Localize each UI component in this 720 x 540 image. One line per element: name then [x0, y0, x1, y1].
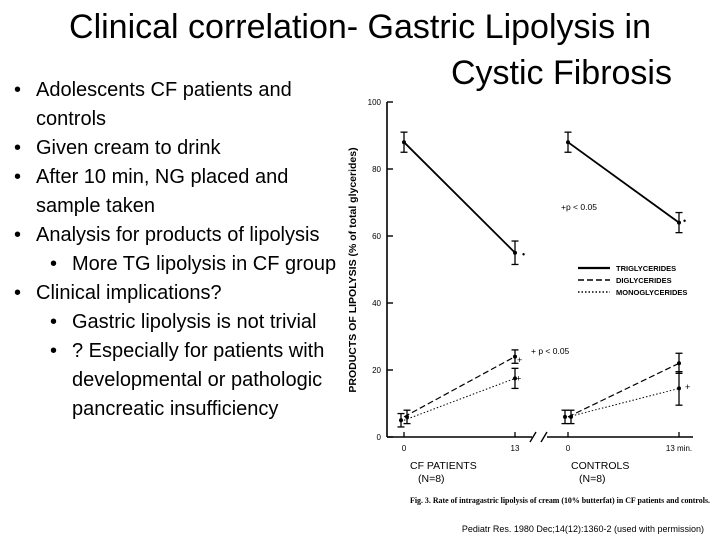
data-point: [677, 386, 681, 391]
axis-break-mark: [540, 431, 548, 443]
data-point: [677, 361, 681, 366]
slide-title: Clinical correlation- Gastric Lipolysis …: [0, 6, 720, 48]
citation: Pediatr Res. 1980 Dec;14(12):1360-2 (use…: [461, 524, 704, 534]
y-tick-label: 20: [372, 366, 381, 375]
legend-label: DIGLYCERIDES: [616, 276, 672, 285]
bullet-item: Gastric lipolysis is not trivial: [14, 308, 354, 337]
significance-marker: •: [683, 216, 686, 226]
bullet-item: More TG lipolysis in CF group: [14, 250, 354, 279]
data-point: [677, 220, 681, 225]
series-line-diglycerides: [403, 356, 516, 418]
y-tick-label: 100: [368, 98, 382, 107]
group-label: CONTROLS: [571, 460, 629, 472]
group-sublabel: (N=8): [579, 473, 606, 485]
data-point: [513, 250, 517, 255]
chart-axes: 0 20 40 60 80 100 PRODUCTS OF LIPOLYSIS (% of …: [347, 98, 693, 453]
chart-marks: • • + + +: [397, 131, 690, 428]
series-line-monoglycerides: [567, 387, 680, 418]
chart-labels: CF PATIENTS(N=8)CONTROLS(N=8)+p < 0.05+ …: [410, 202, 710, 505]
bullet-item: Clinical implications?: [14, 279, 354, 308]
bullet-item: After 10 min, NG placed and sample taken: [14, 163, 354, 221]
series-line-monoglycerides: [403, 377, 516, 421]
bullet-item: Adolescents CF patients and controls: [14, 76, 354, 134]
bullet-item: Analysis for products of lipolysis: [14, 221, 354, 250]
x-tick-label: 13 min.: [666, 444, 692, 453]
bullet-item: ? Especially for patients with developme…: [14, 337, 354, 424]
y-tick-label: 80: [372, 165, 381, 174]
x-tick-label: 13: [511, 444, 520, 453]
data-point: [405, 414, 409, 419]
series-line-triglycerides: [403, 141, 516, 254]
y-tick-label: 60: [372, 232, 381, 241]
data-point: [513, 354, 517, 359]
significance-marker: +: [516, 373, 521, 383]
chart-legend: TRIGLYCERIDES DIGLYCERIDES MONOGLYCERIDES: [578, 264, 687, 297]
p-value-annotation: +p < 0.05: [561, 202, 597, 212]
legend-label: TRIGLYCERIDES: [616, 264, 676, 273]
series-line-triglycerides: [567, 141, 680, 224]
y-tick-label: 40: [372, 299, 381, 308]
significance-marker: •: [522, 249, 525, 259]
bullet-item: Given cream to drink: [14, 134, 354, 163]
bullet-list: Adolescents CF patients and controlsGive…: [14, 76, 354, 424]
significance-marker: +: [685, 382, 690, 392]
data-point: [566, 140, 570, 145]
x-tick-label: 0: [402, 444, 407, 453]
figure-caption: Fig. 3. Rate of intragastric lipolysis o…: [410, 495, 710, 505]
data-point: [513, 376, 517, 381]
data-point: [563, 414, 567, 419]
data-point: [402, 140, 406, 145]
data-point: [399, 418, 403, 423]
axis-break-mark: [529, 431, 537, 443]
significance-marker: +: [517, 355, 522, 365]
y-axis-title: PRODUCTS OF LIPOLYSIS (% of total glycer…: [347, 147, 359, 392]
p-value-annotation: + p < 0.05: [531, 346, 570, 356]
slide-title-line2: Cystic Fibrosis: [450, 54, 672, 92]
legend-label: MONOGLYCERIDES: [616, 288, 687, 297]
slide-title-line1: Clinical correlation- Gastric Lipolysis …: [69, 8, 651, 46]
group-sublabel: (N=8): [418, 473, 445, 485]
x-tick-label: 0: [566, 444, 571, 453]
series-line-diglycerides: [567, 362, 680, 418]
y-tick-label: 0: [377, 433, 382, 442]
group-label: CF PATIENTS: [410, 460, 477, 472]
